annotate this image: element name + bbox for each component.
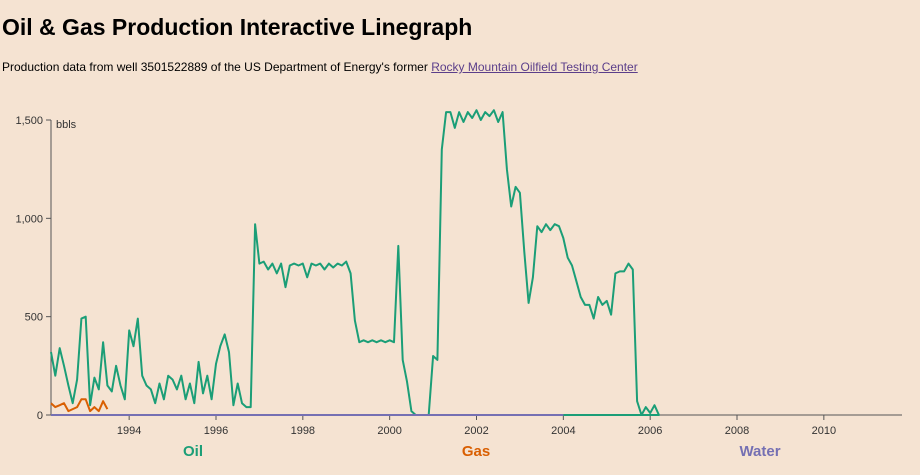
y-tick-label: 1,500 <box>15 115 43 127</box>
x-tick-label: 1996 <box>204 425 228 437</box>
x-tick-label: 2000 <box>377 425 401 437</box>
legend-gas[interactable]: Gas <box>462 443 490 460</box>
series-line-gas[interactable] <box>50 398 109 413</box>
x-tick-label: 1998 <box>291 425 315 437</box>
x-tick-label: 2008 <box>725 425 749 437</box>
legend-water[interactable]: Water <box>739 443 780 460</box>
y-tick-label: 500 <box>25 312 43 324</box>
rmotc-link[interactable]: Rocky Mountain Oilfield Testing Center <box>431 60 638 74</box>
series-line-oil[interactable] <box>50 109 660 416</box>
x-tick-label: 2004 <box>551 425 575 437</box>
y-tick-label: 1,000 <box>15 213 43 225</box>
x-tick-label: 2002 <box>464 425 488 437</box>
x-tick-label: 2010 <box>812 425 836 437</box>
y-tick-label: 0 <box>37 410 43 422</box>
page-subtitle: Production data from well 3501522889 of … <box>2 60 638 74</box>
x-tick-label: 2006 <box>638 425 662 437</box>
y-axis-unit-label: bbls <box>56 119 77 131</box>
page-title: Oil & Gas Production Interactive Linegra… <box>2 14 473 40</box>
legend-oil[interactable]: Oil <box>183 443 203 460</box>
subtitle-text: Production data from well 3501522889 of … <box>2 60 432 74</box>
x-tick-label: 1994 <box>117 425 141 437</box>
